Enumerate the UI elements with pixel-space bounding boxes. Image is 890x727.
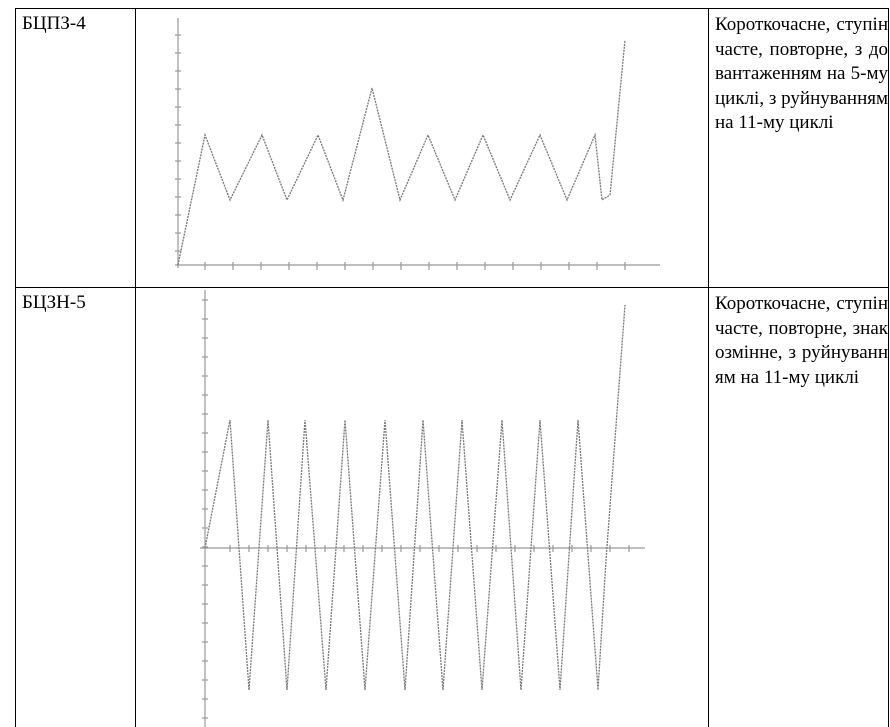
specimen-label: БЦПЗ-4 <box>22 13 86 34</box>
chart-2 <box>200 290 645 727</box>
chart-1 <box>175 18 660 268</box>
load-trace <box>204 304 626 691</box>
description-cell: Короткочасне, ступінчасте, повторне, зна… <box>708 287 889 727</box>
specimen-label: БЦЗН-5 <box>22 292 86 313</box>
description: Короткочасне, ступінчасте, повторне, зна… <box>715 293 888 388</box>
load-trace <box>177 39 626 266</box>
table: БЦПЗ-4 Короткочасне, ступінчасте, повтор… <box>15 8 889 727</box>
description: Короткочасне, ступінчасте, повторне, з д… <box>715 14 888 133</box>
